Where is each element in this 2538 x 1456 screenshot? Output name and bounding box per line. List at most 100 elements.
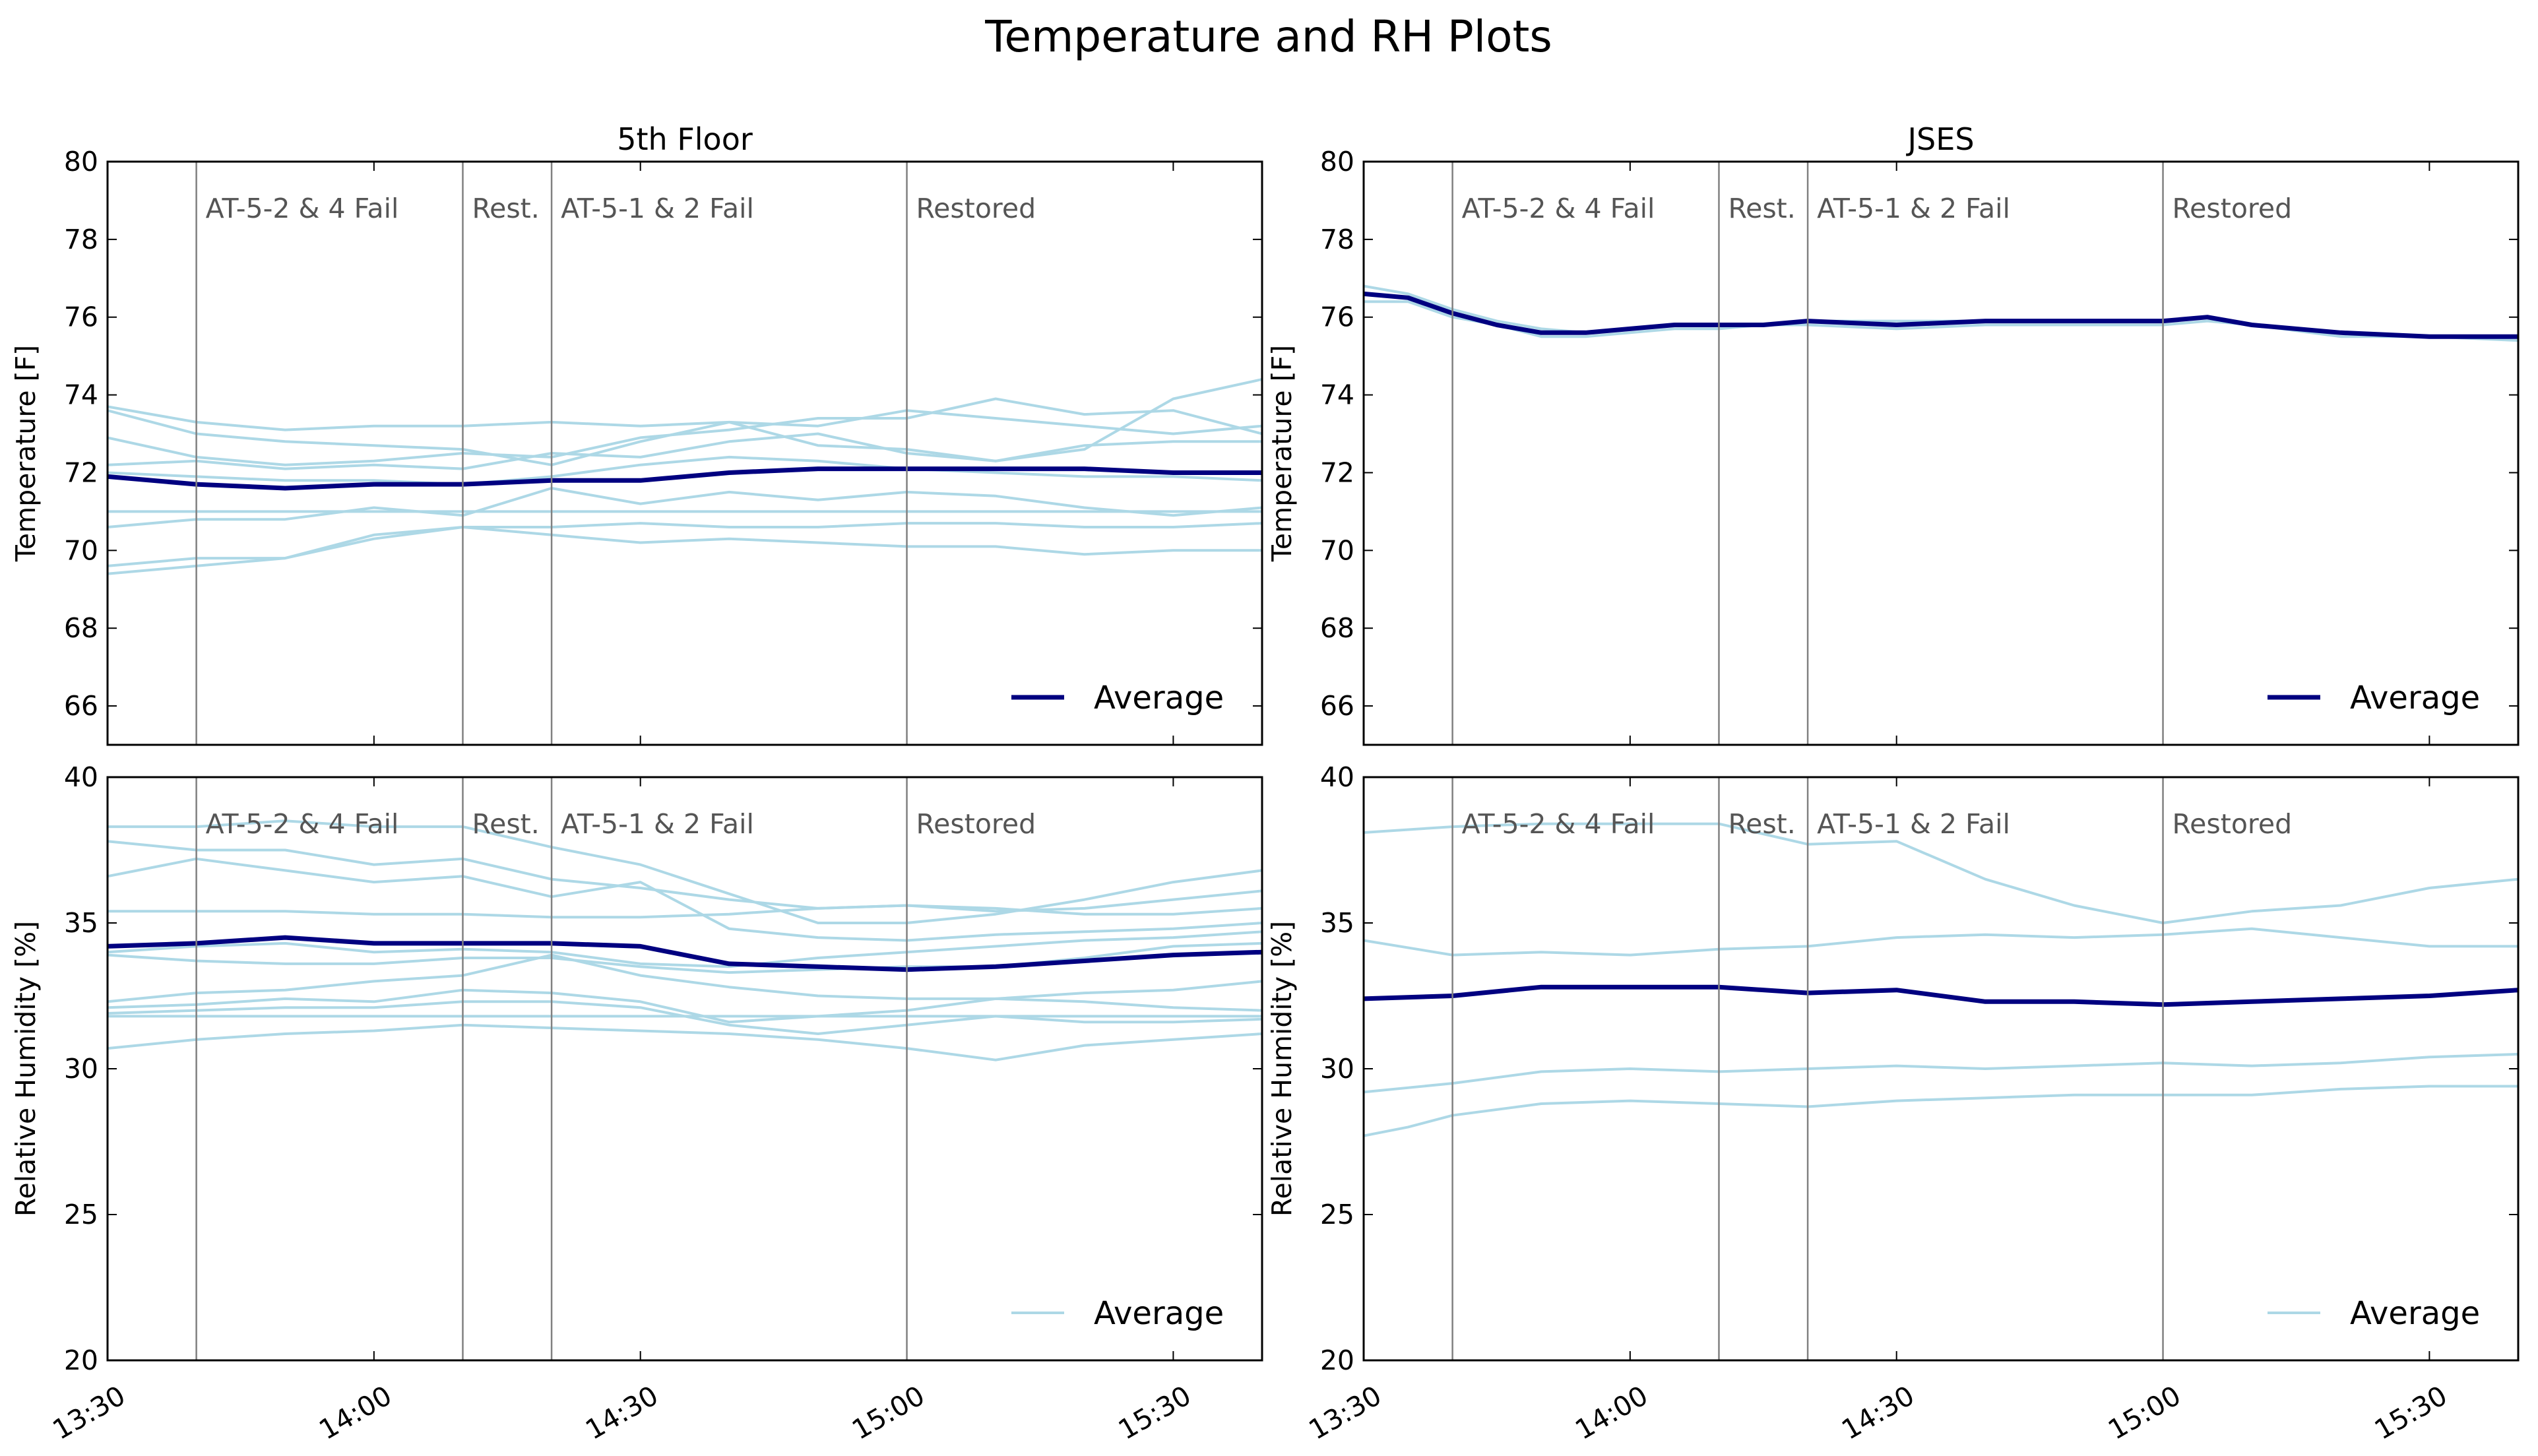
rh-jses-sensor-line-0 [1364,822,2518,924]
rh-5th-xtick-label: 13:30 [48,1379,131,1446]
temp-jses-legend-label: Average [2350,680,2480,716]
temp-jses-frame [1362,160,2520,746]
temp-5th-sensor-line-0 [108,405,1262,435]
rh-5th-sensor-line-1 [108,840,1262,913]
rh-5th-sensor-line-7 [108,988,1262,1024]
rh-5th-ytick-label: 20 [64,1345,98,1376]
rh-5th-event-label: AT-5-1 & 2 Fail [561,808,754,840]
rh-5th-legend-label: Average [1094,1295,1224,1332]
rh-5th-series-group [108,819,1262,1061]
rh-5th-ytick-label: 40 [64,761,98,793]
rh-jses-xtick-label: 14:30 [1836,1379,1919,1446]
rh-jses-sensor-line-2 [1364,1052,2518,1094]
temp-jses-series-group [1364,284,2518,342]
temp-5th-ytick-label: 76 [64,301,98,333]
temp-jses-ytick-label: 70 [1320,534,1354,566]
temp-5th-average-line [108,466,1262,491]
rh-jses-panel: Relative Humidity [%] 20 25 30 35 40 13:30 14:0… [1266,761,2520,1446]
rh-jses-xtick-label: 15:00 [2103,1379,2186,1446]
temp-5th-ytick-label: 74 [64,379,98,411]
temp-5th-legend-label: Average [1094,680,1224,716]
temp-jses-ylabel: Temperature [F] [1266,345,1298,562]
temp-5th-ylabel: Temperature [F] [10,345,42,562]
rh-5th-event-label: Rest. [472,808,539,840]
rh-5th-sensor-line-2 [108,857,1262,942]
rh-5th-xtick-label: 15:30 [1113,1379,1196,1446]
rh-5th-sensor-line-4 [108,930,1262,968]
temp-5th-ytick-label: 72 [64,457,98,488]
rh-5th-ytick-label: 35 [64,907,98,939]
temp-5th-sensor-line-8 [108,526,1262,575]
rh-5th-ytick-label: 25 [64,1199,98,1230]
temp-5th-sensor-line-1 [108,409,1262,466]
rh-5th-ylabel: Relative Humidity [%] [10,921,42,1217]
temp-jses-event-label: Restored [2173,193,2293,224]
rh-jses-ylabel: Relative Humidity [%] [1266,921,1298,1217]
rh-jses-event-label: Rest. [1728,808,1795,840]
temp-5th-sensor-line-4 [108,455,1262,486]
temp-jses-average-line [1364,291,2518,339]
temp-jses-event-label: AT-5-1 & 2 Fail [1817,193,2010,224]
temp-5th-frame [106,160,1263,746]
temp-5th-event-label: Restored [916,193,1036,224]
rh-5th-panel: Relative Humidity [%] 20 25 30 35 40 13:30 14:0… [10,761,1263,1446]
temp-5th-panel: 5th Floor Temperature [F] 66 68 70 72 74 76 78 80… [10,121,1263,746]
rh-jses-ytick-label: 30 [1320,1053,1354,1085]
rh-jses-xtick-label: 15:30 [2369,1379,2452,1446]
rh-jses-frame [1362,776,2520,1362]
temp-jses-ytick-label: 66 [1320,690,1354,722]
temp-jses-panel: JSES Temperature [F] 66 68 70 72 74 76 78 80 AT-5-… [1266,121,2520,746]
rh-5th-sensor-line-5 [108,941,1262,974]
rh-5th-sensor-line-9 [108,1000,1262,1035]
rh-jses-sensor-line-3 [1364,1085,2518,1137]
rh-5th-ytick-label: 30 [64,1053,98,1085]
temp-jses-title: JSES [1905,121,1974,157]
temp-jses-ytick-label: 74 [1320,379,1354,411]
figure-title: Temperature and RH Plots [984,11,1552,62]
rh-jses-series-group [1364,822,2518,1137]
temp-jses-ytick-label: 76 [1320,301,1354,333]
temp-5th-event-label: AT-5-1 & 2 Fail [561,193,754,224]
temp-5th-sensor-line-2 [108,397,1262,466]
temp-5th-series-group [108,378,1262,575]
temp-5th-ytick-label: 80 [64,146,98,177]
temp-5th-sensor-line-6 [108,487,1262,528]
rh-jses-sensor-line-1 [1364,927,2518,957]
temp-5th-title: 5th Floor [617,121,753,157]
temp-5th-ytick-label: 66 [64,690,98,722]
rh-jses-ytick-label: 35 [1320,907,1354,939]
temp-jses-ytick-label: 78 [1320,224,1354,255]
temp-5th-event-label: Rest. [472,193,539,224]
rh-5th-average-line [108,935,1262,972]
temp-jses-event-label: Rest. [1728,193,1795,224]
temp-5th-ytick-label: 78 [64,224,98,255]
rh-jses-xtick-label: 13:30 [1304,1379,1387,1446]
rh-jses-ytick-label: 20 [1320,1345,1354,1376]
temp-jses-event-label: AT-5-2 & 4 Fail [1462,193,1655,224]
rh-5th-sensor-line-3 [108,904,1262,919]
rh-5th-sensor-line-10 [108,1023,1262,1061]
rh-jses-xtick-label: 14:00 [1570,1379,1653,1446]
rh-5th-xtick-label: 15:00 [846,1379,930,1446]
rh-jses-ytick-label: 25 [1320,1199,1354,1230]
temp-5th-event-label: AT-5-2 & 4 Fail [206,193,399,224]
temp-jses-sensor-line-0 [1364,284,2518,338]
rh-5th-xtick-label: 14:30 [580,1379,663,1446]
rh-jses-event-label: Restored [2173,808,2293,840]
rh-jses-ytick-label: 40 [1320,761,1354,793]
temp-jses-ytick-label: 80 [1320,146,1354,177]
rh-5th-event-label: Restored [916,808,1036,840]
temp-5th-ytick-label: 70 [64,534,98,566]
rh-jses-legend-label: Average [2350,1295,2480,1332]
rh-5th-sensor-line-0 [108,819,1262,924]
temp-5th-ytick-label: 68 [64,612,98,644]
rh-jses-event-label: AT-5-2 & 4 Fail [1462,808,1655,840]
rh-5th-sensor-line-6 [108,953,1262,1003]
rh-5th-xtick-label: 14:00 [314,1379,397,1446]
rh-jses-event-label: AT-5-1 & 2 Fail [1817,808,2010,840]
temp-jses-ytick-label: 72 [1320,457,1354,488]
rh-jses-average-line [1364,984,2518,1007]
temp-jses-ytick-label: 68 [1320,612,1354,644]
rh-5th-event-label: AT-5-2 & 4 Fail [206,808,399,840]
